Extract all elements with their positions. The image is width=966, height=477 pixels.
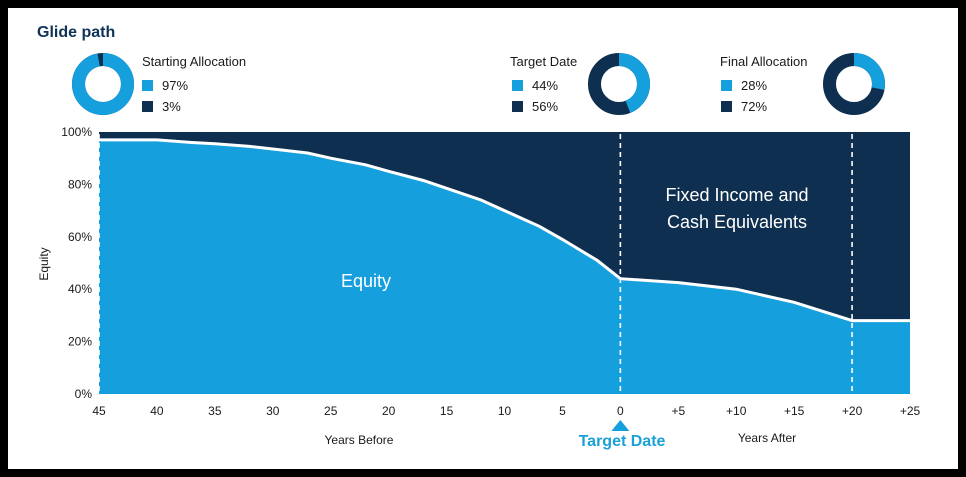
y-axis-ticks: 100% 80% 60% 40% 20% 0% (61, 125, 92, 401)
equity-swatch (721, 80, 732, 91)
donut-equity-slice (823, 53, 885, 115)
glide-path-chart: Glide path Starting Allocation 97% 3% Ta… (37, 24, 921, 450)
fixed-swatch (142, 101, 153, 112)
equity-region-label: Equity (341, 271, 391, 291)
fixed-region-label-line2: Cash Equivalents (667, 212, 807, 232)
vertical-markers (98, 134, 853, 394)
y-tick-label: 80% (68, 177, 92, 191)
x-axis-title-before: Years Before (325, 433, 394, 447)
x-tick-label: 25 (324, 404, 338, 418)
plot-area: 100% 80% 60% 40% 20% 0% 45 40 35 30 25 20 15 10 5 0 +5 +… (61, 125, 920, 418)
x-tick-label: +20 (842, 404, 863, 418)
y-axis-title: Equity (37, 247, 51, 280)
allocation-final: Final Allocation 28% 72% (720, 53, 885, 115)
starting-fixed-pct: 3% (162, 99, 181, 114)
y-tick-label: 20% (68, 335, 92, 349)
x-tick-label: +10 (726, 404, 747, 418)
final-equity-pct: 28% (741, 78, 767, 93)
chart-panel: Glide path Starting Allocation 97% 3% Ta… (8, 8, 958, 469)
starting-allocation-label: Starting Allocation (142, 54, 246, 69)
final-allocation-donut (823, 53, 885, 115)
target-date-label: Target Date (510, 54, 577, 69)
x-axis-ticks: 45 40 35 30 25 20 15 10 5 0 +5 +10 +15 +20 +25 (92, 404, 920, 418)
y-tick-label: 100% (61, 125, 92, 139)
starting-equity-pct: 97% (162, 78, 188, 93)
final-fixed-pct: 72% (741, 99, 767, 114)
x-tick-label: 10 (498, 404, 512, 418)
fixed-region-label-line1: Fixed Income and (665, 185, 808, 205)
x-axis-title-after: Years After (738, 431, 796, 445)
x-tick-label: 40 (150, 404, 164, 418)
fixed-swatch (721, 101, 732, 112)
x-tick-label: 15 (440, 404, 454, 418)
x-tick-label: +5 (671, 404, 685, 418)
target-fixed-pct: 56% (532, 99, 558, 114)
starting-allocation-donut (72, 53, 134, 115)
equity-swatch (142, 80, 153, 91)
y-tick-label: 0% (75, 387, 93, 401)
target-date-marker-icon (611, 420, 630, 431)
chart-title: Glide path (37, 24, 115, 41)
x-tick-label: +25 (900, 404, 921, 418)
x-tick-label: 20 (382, 404, 396, 418)
target-date-axis-label: Target Date (579, 433, 666, 450)
target-equity-pct: 44% (532, 78, 558, 93)
x-tick-label: +15 (784, 404, 805, 418)
y-tick-label: 40% (68, 282, 92, 296)
allocation-target: Target Date 44% 56% (510, 53, 650, 115)
equity-boundary-line (99, 138, 910, 323)
donut-equity-slice (72, 53, 134, 115)
equity-area (99, 139, 910, 394)
x-tick-label: 30 (266, 404, 280, 418)
allocation-starting: Starting Allocation 97% 3% (72, 53, 246, 115)
x-tick-label: 0 (617, 404, 624, 418)
x-tick-label: 35 (208, 404, 222, 418)
y-tick-label: 60% (68, 230, 92, 244)
x-tick-label: 5 (559, 404, 566, 418)
final-allocation-label: Final Allocation (720, 54, 807, 69)
fixed-swatch (512, 101, 523, 112)
target-date-donut (588, 53, 650, 115)
x-tick-label: 45 (92, 404, 106, 418)
donut-equity-slice (588, 53, 650, 115)
equity-swatch (512, 80, 523, 91)
